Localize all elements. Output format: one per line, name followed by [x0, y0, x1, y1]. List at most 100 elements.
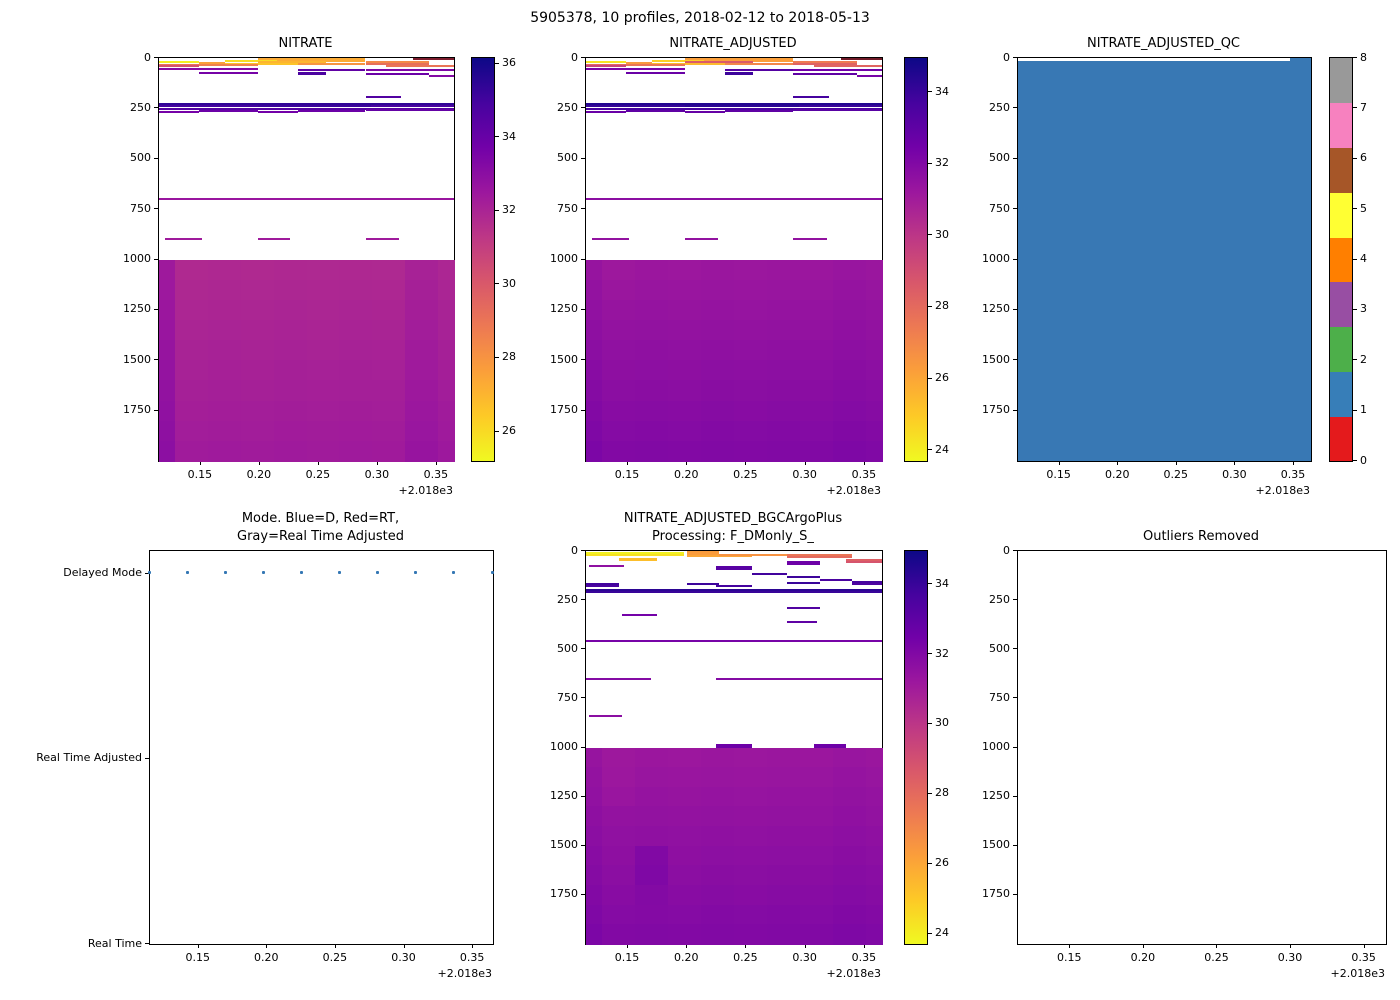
x-tick-mark — [266, 944, 268, 948]
colorbar-tick-mark — [1353, 208, 1357, 210]
mesh-cell — [734, 904, 768, 925]
x-tick-mark — [197, 944, 199, 948]
colorbar-nitrate_adjusted — [904, 57, 928, 462]
colorbar-tick-label: 32 — [502, 203, 516, 217]
profile-segment — [793, 68, 882, 71]
profile-segment — [686, 583, 720, 585]
mode-dot — [452, 571, 456, 575]
colorbar-tick-label: 2 — [1360, 352, 1367, 366]
mesh-cell — [437, 340, 455, 361]
mesh-cell — [586, 924, 604, 945]
mesh-cell — [306, 259, 340, 281]
profile-segment — [793, 96, 829, 99]
y-tick-mark — [1013, 157, 1017, 159]
colorbar-tick-mark — [928, 722, 932, 724]
colorbar-tick-label: 3 — [1360, 302, 1367, 316]
colorbar-segment — [1330, 416, 1352, 462]
y-tick-mark — [1013, 308, 1017, 310]
profile-segment — [586, 585, 619, 588]
profile-segment — [787, 554, 853, 557]
colorbar-tick-mark — [1353, 308, 1357, 310]
y-tick-mark — [154, 409, 158, 411]
profile-segment — [365, 96, 401, 99]
profile-segment — [652, 62, 726, 65]
x-tick-mark — [1234, 461, 1236, 465]
profile-segment — [793, 108, 882, 111]
mesh-cell — [668, 806, 702, 827]
mesh-cell — [602, 279, 636, 301]
mesh-cell — [306, 380, 340, 402]
x-tick-mark — [863, 944, 865, 948]
colorbar-tick-mark — [928, 234, 932, 236]
colorbar-tick-mark — [928, 377, 932, 379]
x-tick-mark — [435, 461, 437, 465]
mesh-cell — [159, 380, 176, 402]
mesh-cell — [602, 340, 636, 361]
y-tick-mark — [154, 359, 158, 361]
mesh-cell — [734, 380, 768, 402]
colorbar-tick-mark — [1353, 57, 1357, 58]
mesh-cell — [799, 360, 834, 381]
profile-segment — [625, 109, 686, 112]
mesh-cell — [437, 400, 455, 422]
x-tick-mark — [258, 461, 260, 465]
x-tick-label: 0.35 — [1280, 468, 1306, 481]
y-tick-label: 500 — [557, 641, 578, 655]
x-tick-label: 0.30 — [1277, 951, 1303, 964]
y-tick-mark — [581, 844, 585, 846]
mesh-cell — [404, 279, 439, 301]
mesh-cell — [372, 440, 406, 462]
mesh-cell — [767, 845, 801, 866]
mesh-cell — [635, 767, 669, 788]
profile-segment — [257, 111, 298, 114]
mesh-cell — [586, 340, 604, 361]
mesh-cell — [734, 440, 768, 462]
profile-segment — [586, 102, 882, 105]
mesh-cell — [832, 845, 867, 866]
y-tick-mark — [581, 258, 585, 260]
colorbar-tick-label: 28 — [935, 786, 949, 800]
x-tick-mark — [1363, 944, 1365, 948]
mesh-cell — [208, 319, 242, 341]
colorbar-tick-label: 26 — [935, 371, 949, 385]
mesh-cell — [668, 279, 702, 301]
colorbar-tick-label: 34 — [935, 576, 949, 590]
profile-segment — [716, 565, 752, 570]
mesh-cell — [668, 924, 702, 945]
mesh-cell — [635, 904, 669, 925]
y-tick-label: 1000 — [982, 252, 1010, 265]
mesh-cell — [635, 826, 669, 847]
mesh-cell — [734, 767, 768, 788]
mesh-cell — [273, 319, 308, 341]
y-tick-mark — [145, 943, 149, 944]
mesh-cell — [437, 319, 455, 341]
profile-segment — [787, 556, 853, 559]
colorbar-tick-mark — [928, 792, 932, 794]
mesh-cell — [159, 299, 176, 321]
mesh-cell — [865, 319, 883, 341]
mesh-cell — [404, 380, 439, 402]
x-tick-mark — [863, 461, 865, 465]
x-tick-mark — [403, 944, 405, 948]
mesh-cell — [865, 420, 883, 442]
mesh-cell — [799, 299, 834, 321]
mesh-cell — [799, 340, 834, 361]
mesh-cell — [832, 865, 867, 886]
mesh-cell — [668, 885, 702, 906]
mesh-cell — [159, 319, 176, 341]
mesh-cell — [586, 319, 604, 341]
mesh-cell — [734, 747, 768, 768]
x-axis-offset-label: +2.018e3 — [826, 484, 881, 497]
mesh-cell — [767, 885, 801, 906]
mesh-cell — [799, 767, 834, 788]
colorbar-tick-label: 30 — [502, 276, 516, 290]
mesh-cell — [865, 767, 883, 788]
mesh-cell — [701, 440, 735, 462]
mesh-cell — [175, 259, 209, 281]
mesh-cell — [701, 420, 735, 442]
colorbar-tick-label: 6 — [1360, 151, 1367, 165]
colorbar-tick-mark — [495, 356, 499, 358]
profile-segment — [586, 677, 652, 680]
mesh-cell — [767, 299, 801, 321]
mesh-cell — [437, 299, 455, 321]
